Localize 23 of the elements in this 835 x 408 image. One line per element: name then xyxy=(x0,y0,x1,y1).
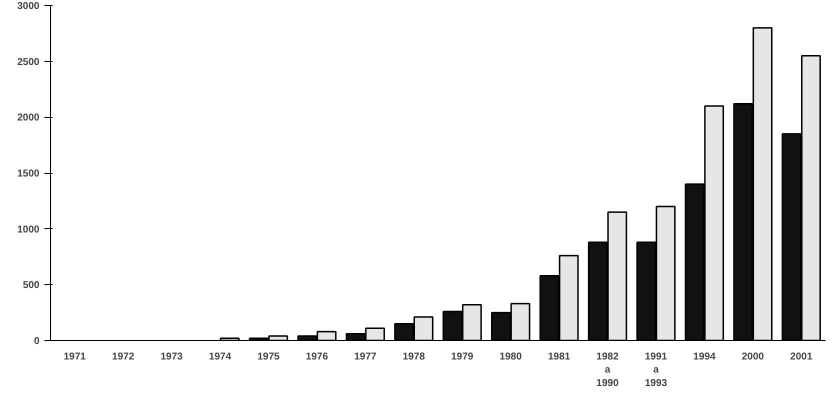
y-tick-label: 1500 xyxy=(17,168,40,180)
x-tick-label: 1973 xyxy=(160,352,184,362)
y-tick-label: 3000 xyxy=(17,1,40,12)
x-tick-label: 1976 xyxy=(306,352,328,362)
x-tick-label: 1994 xyxy=(693,352,716,362)
x-tick-label: 1991 a 1993 xyxy=(644,352,668,389)
y-tick-label: 0 xyxy=(34,336,40,347)
x-tick-label: 1974 xyxy=(208,352,232,362)
x-tick-label: 1975 xyxy=(257,352,280,362)
x-tick-label: 2000 xyxy=(742,352,764,362)
x-tick-label: 1978 xyxy=(402,352,426,362)
x-tick-label: 1971 xyxy=(64,352,86,362)
x-tick-label: 1977 xyxy=(354,352,377,362)
x-tick-label: 1981 xyxy=(548,352,571,362)
x-tick-label: 1972 xyxy=(112,352,135,362)
y-tick-label: 500 xyxy=(22,280,40,292)
x-tick-label: 1982 a 1990 xyxy=(596,352,620,389)
y-tick-label: 1000 xyxy=(17,224,40,236)
x-tick-label: 1979 xyxy=(451,352,474,362)
x-tick-label: 2001 xyxy=(790,352,813,362)
x-tick-label: 1980 xyxy=(500,352,522,362)
y-tick-label: 2500 xyxy=(17,56,40,68)
y-tick-label: 2000 xyxy=(17,112,40,124)
